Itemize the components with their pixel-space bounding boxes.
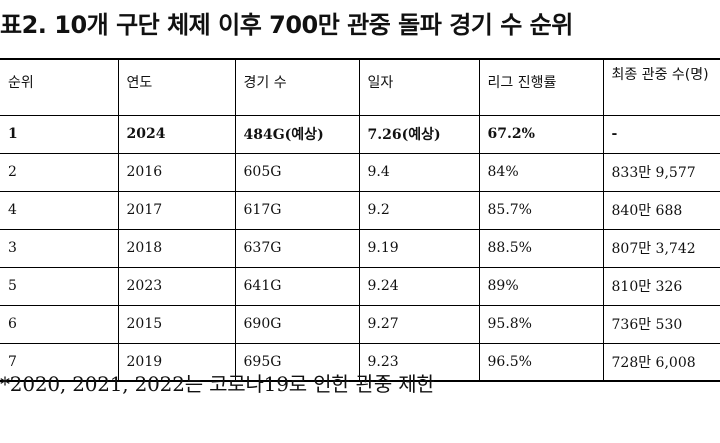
cell-games: 641G <box>235 267 360 306</box>
table-row: 5 2023 641G 9.24 89% 810만 326 <box>0 267 720 306</box>
cell-year: 2023 <box>118 267 236 306</box>
table-row: 7 2019 695G 9.23 96.5% 728만 6,008 <box>0 343 720 382</box>
cell-progress: 84% <box>479 153 604 192</box>
cell-progress: 85.7% <box>479 191 604 230</box>
cell-date: 9.23 <box>359 343 480 382</box>
ranking-table: 순위 연도 경기 수 일자 리그 진행률 최종 관중 수(명) 1 2024 4… <box>0 58 720 382</box>
cell-date: 9.24 <box>359 267 480 306</box>
cell-games: 695G <box>235 343 360 382</box>
cell-games: 605G <box>235 153 360 192</box>
header-attendance: 최종 관중 수(명) <box>603 58 720 116</box>
table-header-row: 순위 연도 경기 수 일자 리그 진행률 최종 관중 수(명) <box>0 58 720 116</box>
cell-year: 2019 <box>118 343 236 382</box>
cell-date: 9.2 <box>359 191 480 230</box>
table-row: 1 2024 484G(예상) 7.26(예상) 67.2% - <box>0 115 720 154</box>
table-title: 표2. 10개 구단 체제 이후 700만 관중 돌파 경기 수 순위 <box>0 11 573 39</box>
cell-attendance: 833만 9,577 <box>603 153 720 192</box>
cell-attendance: 840만 688 <box>603 191 720 230</box>
cell-date: 7.26(예상) <box>359 115 480 154</box>
cell-rank: 4 <box>0 191 119 230</box>
table-row: 4 2017 617G 9.2 85.7% 840만 688 <box>0 191 720 230</box>
footnote: *2020, 2021, 2022는 코로나19로 인한 관중 제한 <box>0 372 435 396</box>
cell-progress: 89% <box>479 267 604 306</box>
header-progress: 리그 진행률 <box>479 58 604 116</box>
cell-year: 2018 <box>118 229 236 268</box>
table-row: 2 2016 605G 9.4 84% 833만 9,577 <box>0 153 720 192</box>
cell-attendance: 810만 326 <box>603 267 720 306</box>
cell-rank: 7 <box>0 343 119 382</box>
cell-attendance: 728만 6,008 <box>603 343 720 382</box>
cell-progress: 96.5% <box>479 343 604 382</box>
cell-games: 617G <box>235 191 360 230</box>
cell-attendance: 807만 3,742 <box>603 229 720 268</box>
header-year: 연도 <box>118 58 236 116</box>
cell-progress: 67.2% <box>479 115 604 154</box>
cell-attendance: - <box>603 115 720 154</box>
cell-rank: 1 <box>0 115 119 154</box>
cell-attendance: 736만 530 <box>603 305 720 344</box>
table-row: 6 2015 690G 9.27 95.8% 736만 530 <box>0 305 720 344</box>
cell-progress: 88.5% <box>479 229 604 268</box>
cell-year: 2016 <box>118 153 236 192</box>
cell-year: 2024 <box>118 115 236 154</box>
cell-date: 9.27 <box>359 305 480 344</box>
header-rank: 순위 <box>0 58 119 116</box>
header-games: 경기 수 <box>235 58 360 116</box>
table-row: 3 2018 637G 9.19 88.5% 807만 3,742 <box>0 229 720 268</box>
cell-rank: 6 <box>0 305 119 344</box>
cell-year: 2015 <box>118 305 236 344</box>
cell-rank: 5 <box>0 267 119 306</box>
cell-rank: 2 <box>0 153 119 192</box>
cell-progress: 95.8% <box>479 305 604 344</box>
cell-rank: 3 <box>0 229 119 268</box>
cell-date: 9.19 <box>359 229 480 268</box>
cell-year: 2017 <box>118 191 236 230</box>
cell-games: 690G <box>235 305 360 344</box>
cell-games: 484G(예상) <box>235 115 360 154</box>
header-date: 일자 <box>359 58 480 116</box>
cell-date: 9.4 <box>359 153 480 192</box>
cell-games: 637G <box>235 229 360 268</box>
